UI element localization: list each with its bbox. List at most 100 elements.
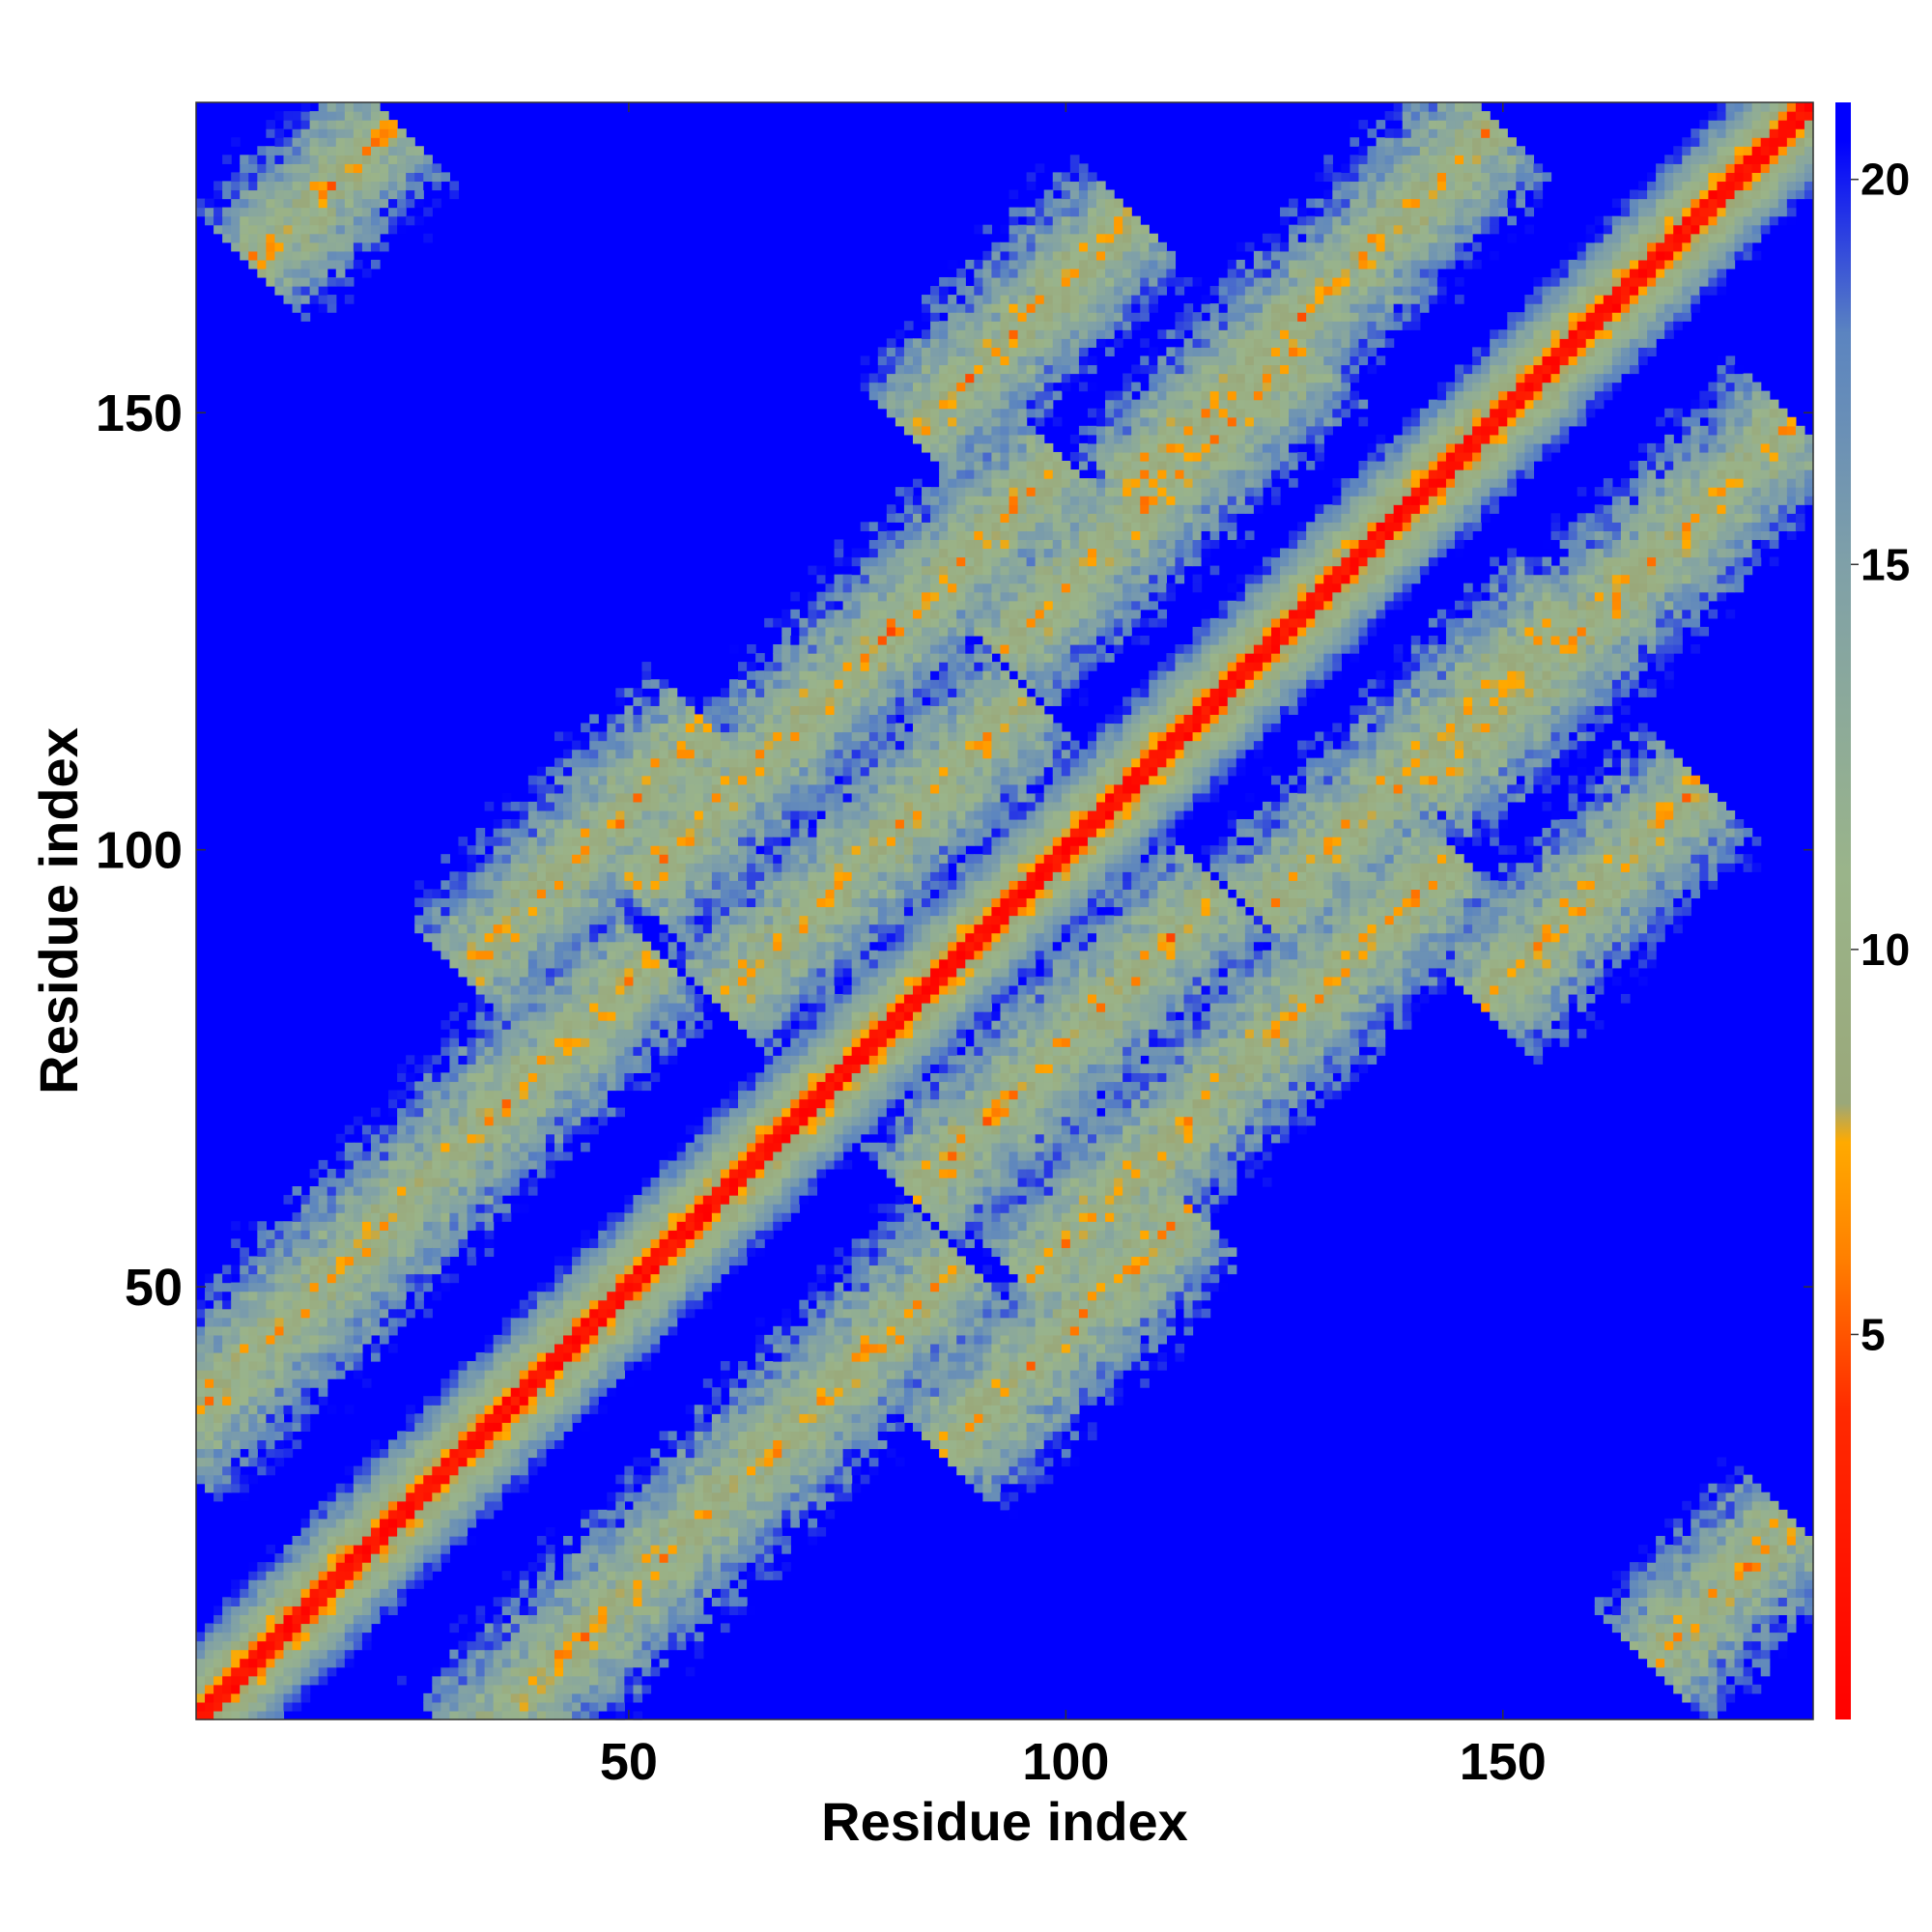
heatmap-cell [589, 766, 599, 777]
heatmap-cell [545, 1037, 555, 1047]
heatmap-cell [309, 1291, 320, 1301]
heatmap-cell [222, 1343, 232, 1353]
heatmap-cell [711, 1256, 722, 1266]
heatmap-cell [493, 1492, 503, 1502]
heatmap-cell [536, 915, 547, 925]
heatmap-cell [510, 880, 521, 890]
heatmap-cell [300, 102, 311, 112]
heatmap-cell [213, 1282, 223, 1293]
heatmap-cell [449, 1151, 460, 1161]
heatmap-cell [607, 984, 616, 995]
heatmap-cell [380, 1553, 389, 1563]
heatmap-cell [685, 1474, 696, 1485]
heatmap-cell [493, 923, 503, 934]
heatmap-cell [335, 1195, 346, 1205]
heatmap-cell [493, 1658, 503, 1668]
heatmap-cell [711, 1124, 722, 1135]
heatmap-cell [536, 1597, 547, 1606]
heatmap-cell [397, 1500, 407, 1511]
heatmap-cell [633, 1666, 643, 1677]
heatmap-cell [484, 932, 495, 943]
heatmap-cell [685, 880, 696, 890]
heatmap-cell [449, 880, 460, 890]
heatmap-cell [519, 1037, 529, 1047]
heatmap-cell [773, 1186, 782, 1196]
heatmap-cell [773, 1509, 782, 1520]
heatmap-cell [527, 1351, 538, 1362]
heatmap-cell [615, 1640, 625, 1651]
heatmap-cell [536, 1378, 547, 1388]
heatmap-cell [650, 1579, 661, 1589]
heatmap-cell [615, 1334, 625, 1345]
heatmap-cell [231, 215, 241, 226]
heatmap-cell [728, 958, 739, 969]
heatmap-cell [773, 1535, 782, 1546]
heatmap-cell [728, 845, 739, 855]
heatmap-cell [711, 863, 722, 872]
heatmap-cell [685, 1003, 696, 1012]
heatmap-cell [527, 1133, 538, 1144]
heatmap-cell [607, 923, 616, 934]
heatmap-cell [581, 1632, 590, 1642]
heatmap-cell [406, 1055, 415, 1065]
heatmap-cell [728, 740, 739, 751]
heatmap-cell [231, 172, 241, 183]
heatmap-cell [659, 1535, 669, 1546]
heatmap-cell [213, 1291, 223, 1301]
heatmap-cell [231, 242, 241, 252]
heatmap-cell [711, 775, 722, 785]
heatmap-cell [510, 1177, 521, 1187]
heatmap-cell [440, 1457, 451, 1467]
heatmap-cell [432, 1526, 441, 1537]
heatmap-cell [702, 1588, 713, 1598]
heatmap-cell [676, 1518, 687, 1528]
heatmap-cell [274, 1448, 285, 1459]
heatmap-cell [598, 740, 608, 751]
heatmap-cell [309, 163, 320, 173]
heatmap-cell [266, 1299, 276, 1310]
heatmap-cell [545, 871, 555, 881]
heatmap-cell [668, 1492, 678, 1502]
heatmap-cell [274, 1571, 285, 1580]
heatmap-cell [615, 1597, 625, 1606]
heatmap-cell [589, 1614, 599, 1625]
heatmap-cell [300, 250, 311, 261]
heatmap-cell [344, 1492, 355, 1502]
heatmap-cell [266, 1273, 276, 1284]
heatmap-cell [598, 1535, 608, 1546]
heatmap-cell [694, 1465, 704, 1476]
heatmap-cell [327, 1299, 337, 1310]
heatmap-cell [554, 837, 564, 846]
heatmap-cell [773, 1029, 782, 1038]
heatmap-cell [388, 1509, 398, 1520]
heatmap-cell [747, 1526, 756, 1537]
heatmap-cell [764, 731, 774, 742]
heatmap-cell [572, 837, 582, 846]
heatmap-cell [650, 1492, 661, 1502]
heatmap-cell [519, 976, 529, 986]
heatmap-cell [414, 1492, 424, 1502]
heatmap-cell [668, 1230, 678, 1239]
heatmap-cell [467, 1378, 477, 1388]
heatmap-cell [545, 1632, 555, 1642]
heatmap-cell [747, 967, 756, 978]
heatmap-cell [283, 1299, 294, 1310]
heatmap-cell [484, 1037, 495, 1047]
heatmap-cell [633, 1046, 643, 1056]
heatmap-cell [527, 1605, 538, 1616]
heatmap-cell [536, 1116, 547, 1126]
heatmap-cell [633, 828, 643, 838]
heatmap-cell [467, 1151, 477, 1161]
heatmap-cell [423, 1055, 433, 1065]
heatmap-cell [274, 1230, 285, 1239]
heatmap-cell [205, 1666, 214, 1677]
heatmap-cell [318, 295, 328, 304]
heatmap-cell [467, 1090, 477, 1100]
heatmap-cell [659, 714, 669, 724]
heatmap-cell [685, 889, 696, 899]
heatmap-cell [589, 1545, 599, 1554]
heatmap-cell [676, 792, 687, 803]
heatmap-cell [545, 984, 555, 995]
heatmap-cell [747, 1465, 756, 1476]
heatmap-cell [581, 1405, 590, 1414]
